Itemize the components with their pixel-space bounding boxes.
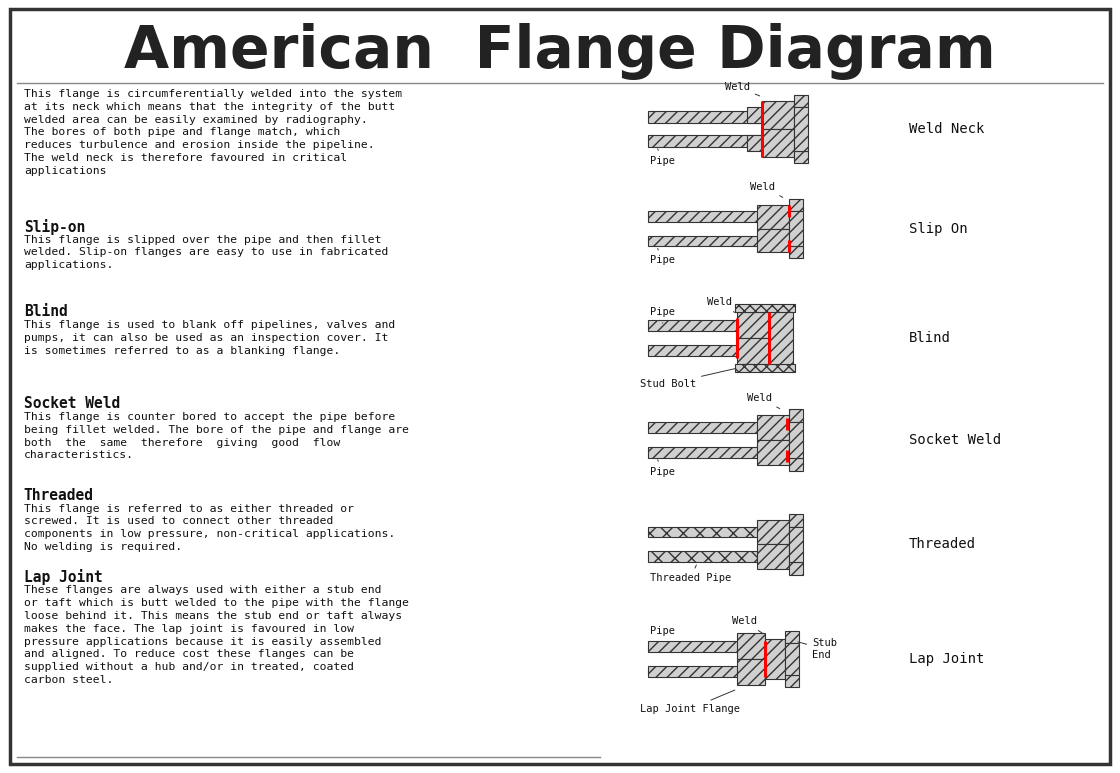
Bar [647,210,777,222]
Bar [790,199,803,210]
Bar [737,659,765,685]
Bar [647,447,777,458]
Bar [647,666,757,677]
Text: Stud Bolt: Stud Bolt [640,369,735,389]
Bar [790,458,803,471]
Bar [785,675,800,687]
Bar [763,101,794,129]
Bar [747,135,767,151]
Bar [790,422,803,458]
Bar [794,95,809,107]
Text: Weld Neck: Weld Neck [908,122,984,136]
Bar [647,236,777,247]
Bar [647,320,747,331]
Bar [757,229,790,253]
Bar [790,513,803,526]
Bar [757,519,790,544]
Bar [647,422,777,433]
Bar [757,205,790,229]
Bar [794,151,809,163]
Text: Pipe: Pipe [650,307,674,323]
Bar [790,526,803,563]
Bar [647,345,747,356]
Bar [736,305,795,312]
Text: Threaded: Threaded [24,488,94,502]
Text: Lap Joint Flange: Lap Joint Flange [640,690,739,714]
Text: Threaded: Threaded [908,537,976,551]
Text: Slip On: Slip On [908,222,968,236]
Text: Pipe: Pipe [650,148,674,165]
Text: Blind: Blind [24,305,67,319]
Text: Lap Joint: Lap Joint [24,570,103,585]
Text: Blind: Blind [908,331,951,346]
Bar [769,308,793,368]
Text: Weld: Weld [707,298,735,313]
Bar [747,107,767,123]
Text: Socket Weld: Socket Weld [24,396,120,411]
Bar [763,129,794,157]
Text: Socket Weld: Socket Weld [908,433,1001,447]
Text: Lap Joint: Lap Joint [908,652,984,666]
Bar [737,338,769,364]
Bar [785,632,800,643]
Text: This flange is counter bored to accept the pipe before
being fillet welded. The : This flange is counter bored to accept t… [24,412,409,460]
Bar [790,210,803,247]
Bar [790,409,803,422]
Bar [736,364,795,372]
Bar [757,440,790,465]
Text: This flange is circumferentially welded into the system
at its neck which means : This flange is circumferentially welded … [24,89,402,175]
Text: This flange is slipped over the pipe and then fillet
welded. Slip-on flanges are: This flange is slipped over the pipe and… [24,234,389,270]
Bar [785,643,800,675]
Bar [737,312,769,338]
Bar [647,551,777,563]
Bar [737,633,765,659]
Text: Pipe: Pipe [650,460,674,477]
Text: Slip-on: Slip-on [24,219,85,234]
Text: American  Flange Diagram: American Flange Diagram [124,22,996,80]
Bar [647,135,763,147]
Text: This flange is referred to as either threaded or
screwed. It is used to connect : This flange is referred to as either thr… [24,503,395,552]
Bar [794,107,809,151]
Bar [790,247,803,258]
Text: Threaded Pipe: Threaded Pipe [650,565,731,584]
Text: Weld: Weld [725,82,759,96]
Text: Weld: Weld [749,182,783,197]
Bar [647,526,777,537]
Bar [757,544,790,570]
Text: Weld: Weld [731,616,763,634]
Text: Pipe: Pipe [650,626,674,642]
Bar [647,111,763,123]
Text: These flanges are always used with either a stub end
or taft which is butt welde: These flanges are always used with eithe… [24,585,409,685]
Bar [790,563,803,575]
Text: Stub
End: Stub End [797,638,837,660]
Text: Pipe: Pipe [650,248,674,265]
Text: This flange is used to blank off pipelines, valves and
pumps, it can also be use: This flange is used to blank off pipelin… [24,320,395,356]
Bar [757,415,790,440]
Bar [647,641,757,652]
Bar [765,639,785,679]
Text: Weld: Weld [747,393,780,409]
